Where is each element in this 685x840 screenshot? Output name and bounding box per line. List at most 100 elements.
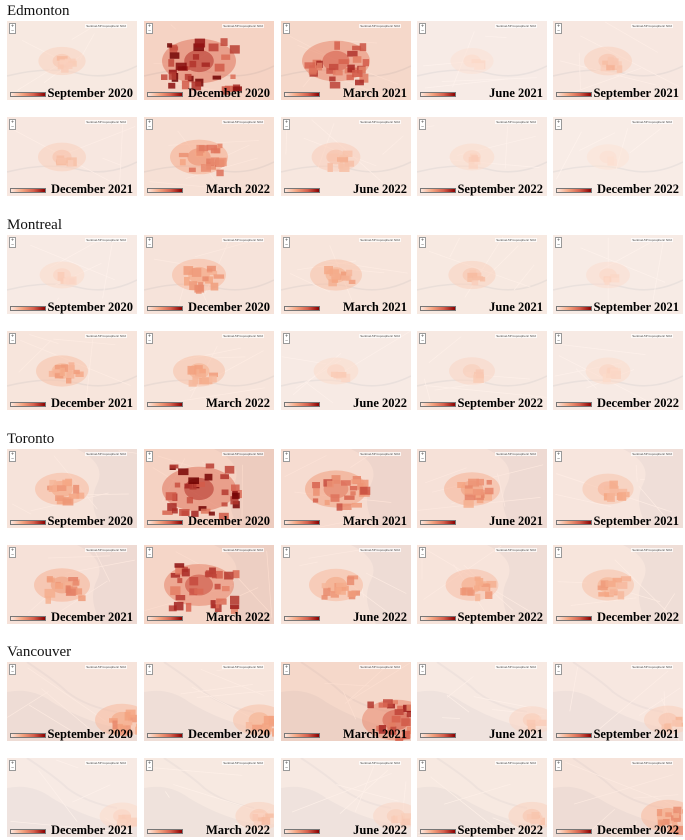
- zoom-control-icon[interactable]: +−: [9, 119, 16, 130]
- map-tile: +− Sentinel-5P tropospheric NO2 December 2…: [553, 758, 683, 837]
- month-label: December 2020: [187, 726, 270, 741]
- month-label: June 2022: [353, 395, 407, 410]
- color-scale-legend: [556, 306, 592, 311]
- map-caption: Sentinel-5P tropospheric NO2: [222, 24, 264, 28]
- zoom-control-icon[interactable]: +−: [9, 547, 16, 558]
- zoom-control-icon[interactable]: +−: [283, 237, 290, 248]
- city-title-montreal: Montreal: [7, 217, 62, 233]
- month-label: December 2021: [50, 822, 133, 837]
- zoom-control-icon[interactable]: +−: [419, 547, 426, 558]
- color-scale-legend: [147, 616, 183, 621]
- zoom-control-icon[interactable]: +−: [146, 333, 153, 344]
- month-label: December 2022: [596, 822, 679, 837]
- zoom-control-icon[interactable]: +−: [9, 237, 16, 248]
- zoom-control-icon[interactable]: +−: [146, 23, 153, 34]
- month-label: March 2021: [343, 299, 407, 314]
- map-tile: +− Sentinel-5P tropospheric NO2 March 2022: [144, 545, 274, 624]
- map-tile: +− Sentinel-5P tropospheric NO2 September …: [7, 235, 137, 314]
- month-label: March 2021: [343, 85, 407, 100]
- color-scale-legend: [147, 188, 183, 193]
- map-caption: Sentinel-5P tropospheric NO2: [631, 238, 673, 242]
- zoom-control-icon[interactable]: +−: [283, 23, 290, 34]
- map-tile: +− Sentinel-5P tropospheric NO2 June 2021: [417, 662, 547, 741]
- zoom-control-icon[interactable]: +−: [9, 333, 16, 344]
- zoom-control-icon[interactable]: +−: [555, 547, 562, 558]
- zoom-control-icon[interactable]: +−: [555, 333, 562, 344]
- month-label: September 2020: [47, 513, 133, 528]
- zoom-control-icon[interactable]: +−: [419, 23, 426, 34]
- map-tile: +− Sentinel-5P tropospheric NO2 June 2022: [281, 117, 411, 196]
- color-scale-legend: [556, 188, 592, 193]
- zoom-control-icon[interactable]: +−: [146, 760, 153, 771]
- zoom-control-icon[interactable]: +−: [9, 23, 16, 34]
- color-scale-legend: [284, 92, 320, 97]
- zoom-control-icon[interactable]: +−: [146, 119, 153, 130]
- zoom-control-icon[interactable]: +−: [419, 119, 426, 130]
- map-caption: Sentinel-5P tropospheric NO2: [85, 334, 127, 338]
- month-label: June 2021: [489, 513, 543, 528]
- zoom-control-icon[interactable]: +−: [419, 760, 426, 771]
- zoom-control-icon[interactable]: +−: [146, 547, 153, 558]
- map-caption: Sentinel-5P tropospheric NO2: [631, 665, 673, 669]
- zoom-control-icon[interactable]: +−: [9, 664, 16, 675]
- city-title-edmonton: Edmonton: [7, 3, 70, 19]
- map-tile: +− Sentinel-5P tropospheric NO2 December 2…: [144, 21, 274, 100]
- month-label: September 2020: [47, 726, 133, 741]
- map-tile: +− Sentinel-5P tropospheric NO2 December 2…: [144, 449, 274, 528]
- map-tile: +− Sentinel-5P tropospheric NO2 December 2…: [7, 758, 137, 837]
- zoom-control-icon[interactable]: +−: [419, 451, 426, 462]
- zoom-control-icon[interactable]: +−: [9, 451, 16, 462]
- map-tile: +− Sentinel-5P tropospheric NO2 March 2022: [144, 117, 274, 196]
- month-label: December 2021: [50, 609, 133, 624]
- zoom-control-icon[interactable]: +−: [419, 237, 426, 248]
- zoom-control-icon[interactable]: +−: [146, 237, 153, 248]
- zoom-control-icon[interactable]: +−: [283, 333, 290, 344]
- color-scale-legend: [147, 402, 183, 407]
- color-scale-legend: [147, 733, 183, 738]
- zoom-control-icon[interactable]: +−: [283, 119, 290, 130]
- map-tile: +− Sentinel-5P tropospheric NO2 September …: [417, 758, 547, 837]
- month-label: June 2021: [489, 299, 543, 314]
- map-caption: Sentinel-5P tropospheric NO2: [495, 548, 537, 552]
- month-label: June 2021: [489, 85, 543, 100]
- month-label: March 2022: [206, 609, 270, 624]
- map-caption: Sentinel-5P tropospheric NO2: [85, 548, 127, 552]
- color-scale-legend: [556, 92, 592, 97]
- map-tile: +− Sentinel-5P tropospheric NO2 September …: [553, 662, 683, 741]
- zoom-control-icon[interactable]: +−: [555, 119, 562, 130]
- map-tile: +− Sentinel-5P tropospheric NO2 September …: [7, 449, 137, 528]
- zoom-control-icon[interactable]: +−: [555, 664, 562, 675]
- zoom-control-icon[interactable]: +−: [555, 237, 562, 248]
- color-scale-legend: [284, 520, 320, 525]
- color-scale-legend: [420, 616, 456, 621]
- zoom-control-icon[interactable]: +−: [9, 760, 16, 771]
- zoom-control-icon[interactable]: +−: [283, 451, 290, 462]
- zoom-control-icon[interactable]: +−: [419, 664, 426, 675]
- zoom-control-icon[interactable]: +−: [419, 333, 426, 344]
- color-scale-legend: [10, 829, 46, 834]
- zoom-control-icon[interactable]: +−: [555, 23, 562, 34]
- map-tile: +− Sentinel-5P tropospheric NO2 March 2022: [144, 331, 274, 410]
- zoom-control-icon[interactable]: +−: [146, 451, 153, 462]
- zoom-control-icon[interactable]: +−: [146, 664, 153, 675]
- zoom-control-icon[interactable]: +−: [555, 451, 562, 462]
- color-scale-legend: [420, 520, 456, 525]
- month-label: December 2022: [596, 609, 679, 624]
- month-label: December 2020: [187, 85, 270, 100]
- zoom-control-icon[interactable]: +−: [283, 547, 290, 558]
- map-caption: Sentinel-5P tropospheric NO2: [85, 24, 127, 28]
- map-caption: Sentinel-5P tropospheric NO2: [495, 665, 537, 669]
- month-label: September 2021: [593, 726, 679, 741]
- zoom-control-icon[interactable]: +−: [283, 760, 290, 771]
- map-caption: Sentinel-5P tropospheric NO2: [631, 548, 673, 552]
- map-tile: +− Sentinel-5P tropospheric NO2 December 2…: [7, 117, 137, 196]
- color-scale-legend: [147, 520, 183, 525]
- color-scale-legend: [420, 402, 456, 407]
- map-tile: +− Sentinel-5P tropospheric NO2 March 2021: [281, 235, 411, 314]
- map-caption: Sentinel-5P tropospheric NO2: [85, 452, 127, 456]
- zoom-control-icon[interactable]: +−: [283, 664, 290, 675]
- map-caption: Sentinel-5P tropospheric NO2: [631, 334, 673, 338]
- map-tile: +− Sentinel-5P tropospheric NO2 June 2021: [417, 235, 547, 314]
- color-scale-legend: [10, 188, 46, 193]
- zoom-control-icon[interactable]: +−: [555, 760, 562, 771]
